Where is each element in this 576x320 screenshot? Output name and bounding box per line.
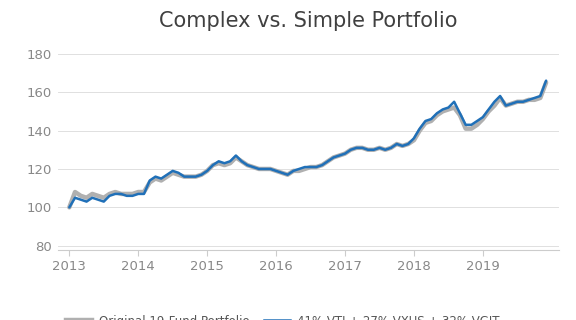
Title: Complex vs. Simple Portfolio: Complex vs. Simple Portfolio [159, 11, 457, 31]
Legend: Original 19-Fund Portfolio, 41% VTI + 27% VXUS + 32% VGIT: Original 19-Fund Portfolio, 41% VTI + 27… [62, 310, 505, 320]
